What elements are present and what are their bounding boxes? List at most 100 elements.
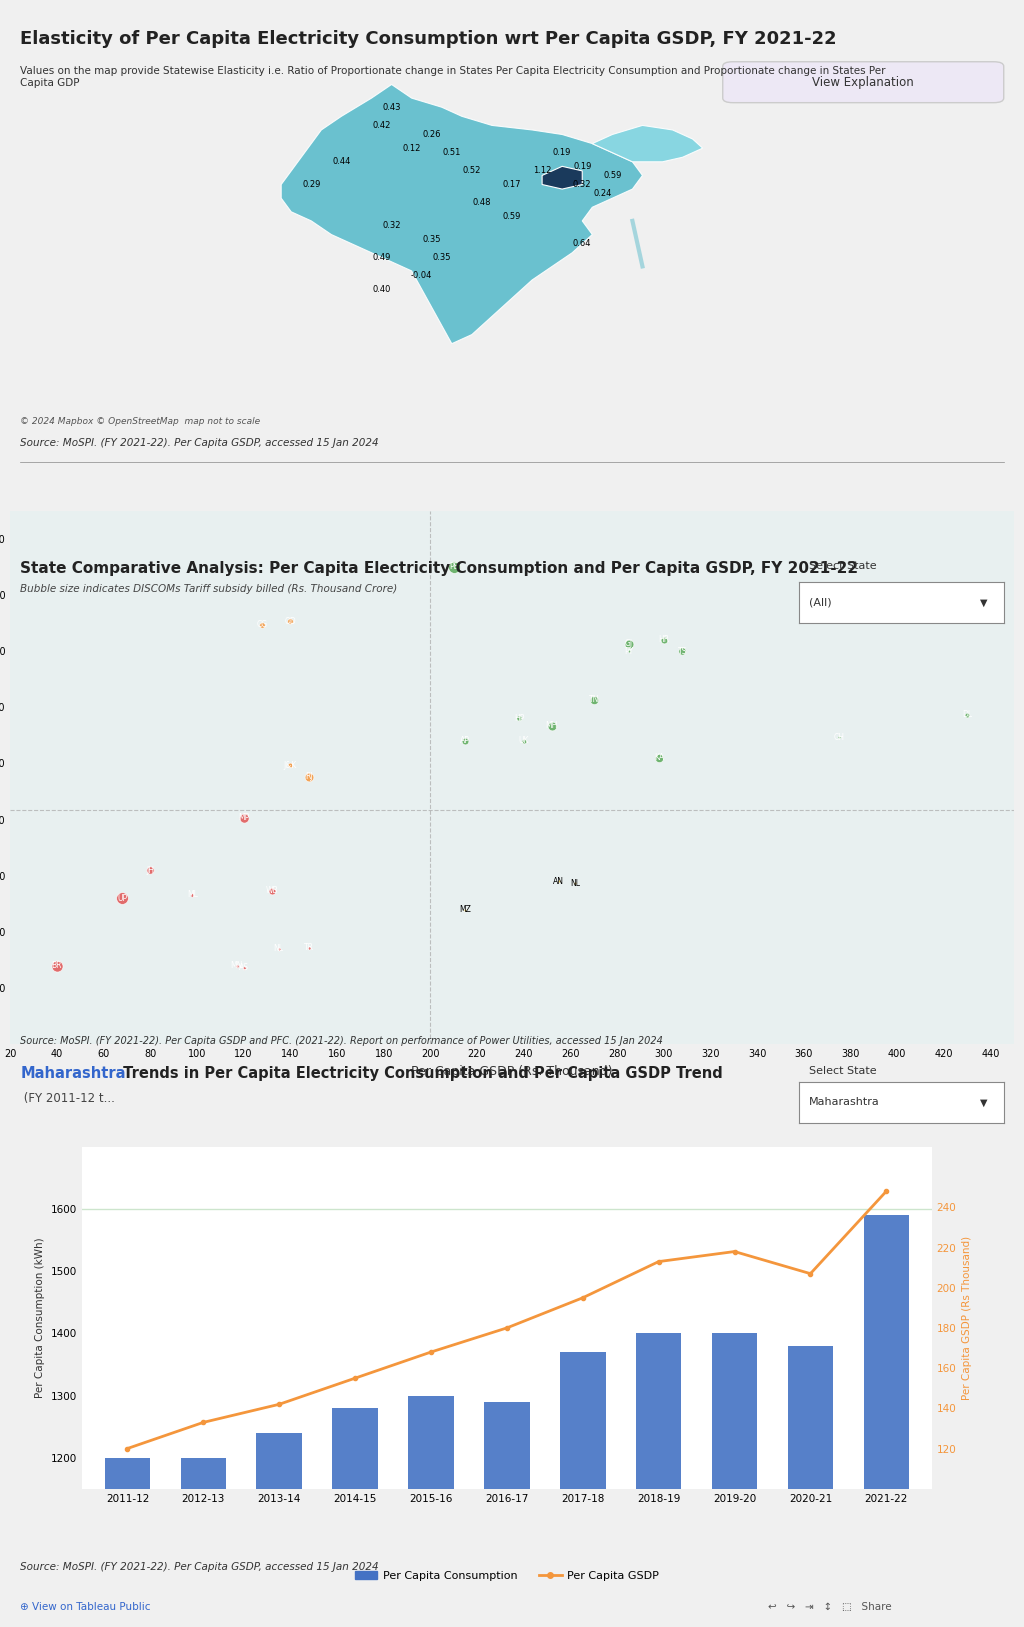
Point (621, 638, 637, 664)
Text: PY: PY (624, 646, 633, 656)
Polygon shape (542, 166, 583, 189)
Bar (787, 1346, 834, 1627)
Text: TN: TN (589, 695, 599, 704)
Point (651, 745, 668, 771)
Text: Select State: Select State (809, 1066, 877, 1075)
Text: Source: MoSPI. (FY 2021-22). Per Capita GSDP, accessed 15 Jan 2024: Source: MoSPI. (FY 2021-22). Per Capita … (20, 1562, 379, 1572)
Text: (FY 2011-12 t...: (FY 2011-12 t... (20, 1092, 116, 1105)
Text: TS: TS (678, 646, 687, 656)
Text: BR: BR (51, 962, 62, 970)
Point (674, 638, 690, 664)
Point (457, 896, 473, 923)
Text: 0.32: 0.32 (573, 181, 592, 189)
Text: 0.17: 0.17 (503, 181, 521, 189)
Text: 0.59: 0.59 (603, 171, 622, 181)
Text: Maharashtra: Maharashtra (20, 1066, 126, 1080)
Text: (All): (All) (809, 597, 831, 608)
Text: Source: MoSPI. (FY 2021-22). Per Capita GSDP, accessed 15 Jan 2024: Source: MoSPI. (FY 2021-22). Per Capita … (20, 438, 379, 449)
Polygon shape (282, 85, 642, 343)
Text: ▼: ▼ (980, 1097, 987, 1108)
Text: TR: TR (304, 944, 314, 952)
Text: 0.44: 0.44 (332, 158, 350, 166)
Legend: Per Capita Consumption, Per Capita GSDP: Per Capita Consumption, Per Capita GSDP (350, 1567, 664, 1586)
Point (282, 608, 298, 635)
Text: 0.29: 0.29 (302, 181, 321, 189)
Text: Select State: Select State (809, 561, 877, 571)
Point (457, 727, 473, 753)
Point (254, 612, 270, 638)
Text: State Comparative Analysis: Per Capita Electricity Consumption and Per Capita GS: State Comparative Analysis: Per Capita E… (20, 561, 858, 576)
FancyBboxPatch shape (723, 62, 1004, 103)
Y-axis label: Per Capita GSDP (Rs Thousand): Per Capita GSDP (Rs Thousand) (962, 1237, 972, 1399)
Point (301, 936, 317, 962)
Bar (256, 1433, 302, 1627)
Point (142, 857, 159, 883)
Text: MP: MP (238, 814, 249, 822)
Text: 0.12: 0.12 (402, 143, 421, 153)
Bar (104, 1458, 151, 1627)
Text: JH: JH (146, 866, 155, 875)
Point (270, 936, 287, 962)
Point (511, 706, 527, 732)
Legend: High Per Capita Consumption and High Per Capita GS..., Low Per Capita Consumptio: High Per Capita Consumption and High Per… (211, 1178, 813, 1210)
Text: Source: MoSPI. (FY 2021-22). Per Capita GSDP and PFC. (2021-22). Report on perfo: Source: MoSPI. (FY 2021-22). Per Capita … (20, 1036, 664, 1046)
Text: 0.49: 0.49 (373, 252, 391, 262)
Text: 0.40: 0.40 (373, 285, 391, 293)
Point (567, 870, 584, 896)
Text: 0.59: 0.59 (503, 212, 521, 221)
Bar (180, 1458, 226, 1627)
Text: Values on the map provide Statewise Elasticity i.e. Ratio of Proportionate chang: Values on the map provide Statewise Elas… (20, 67, 886, 88)
Text: 0.43: 0.43 (382, 103, 400, 112)
Text: HR: HR (658, 635, 670, 644)
Point (586, 687, 602, 713)
Point (544, 713, 560, 739)
Text: 0.19: 0.19 (553, 148, 571, 158)
Bar (863, 1215, 909, 1627)
Point (830, 724, 847, 750)
Text: RJ: RJ (305, 773, 312, 781)
Text: AP: AP (461, 737, 470, 745)
Point (184, 882, 201, 908)
Text: UK: UK (518, 737, 529, 745)
Point (228, 953, 245, 979)
Text: UP: UP (117, 893, 127, 903)
Text: ML: ML (186, 890, 198, 900)
Text: Trends in Per Capita Electricity Consumption and Per Capita GSDP Trend: Trends in Per Capita Electricity Consump… (118, 1066, 723, 1080)
Point (301, 763, 317, 789)
Polygon shape (592, 125, 702, 161)
Point (49, 953, 66, 979)
Text: MN: MN (230, 962, 243, 970)
Text: 0.24: 0.24 (593, 189, 611, 198)
Text: 0.42: 0.42 (373, 120, 391, 130)
Text: Elasticity of Per Capita Electricity Consumption wrt Per Capita GSDP, FY 2021-22: Elasticity of Per Capita Electricity Con… (20, 29, 837, 47)
Text: 0.64: 0.64 (573, 239, 592, 249)
Text: CH: CH (834, 732, 844, 742)
Text: GJ: GJ (625, 639, 633, 648)
Bar (484, 1402, 529, 1627)
Point (445, 553, 462, 579)
Text: DL: DL (962, 711, 972, 719)
Text: J&K: J&K (284, 761, 297, 770)
Text: ↩   ↪   ⇥   ↕   ⬚   Share: ↩ ↪ ⇥ ↕ ⬚ Share (768, 1601, 892, 1612)
Text: 0.48: 0.48 (473, 198, 492, 207)
Point (236, 805, 252, 831)
Text: 0.32: 0.32 (382, 221, 400, 229)
Y-axis label: Per Capita Consumption (kWh): Per Capita Consumption (kWh) (35, 1238, 45, 1398)
Text: MZ: MZ (460, 905, 471, 914)
Text: View Explanation: View Explanation (812, 76, 914, 89)
Text: WB: WB (265, 887, 278, 895)
Bar (333, 1407, 378, 1627)
Text: AS: AS (239, 963, 249, 971)
Text: PB: PB (449, 563, 459, 571)
Point (114, 885, 130, 911)
Text: NL: NL (570, 879, 580, 888)
Text: MH: MH (546, 721, 558, 731)
Text: ⊕ View on Tableau Public: ⊕ View on Tableau Public (20, 1601, 151, 1612)
Point (236, 955, 252, 981)
Text: 0.19: 0.19 (573, 161, 592, 171)
Point (655, 626, 672, 652)
Text: AN: AN (553, 877, 564, 887)
Point (621, 631, 637, 657)
Text: HP: HP (514, 714, 524, 722)
Text: CG: CG (257, 620, 268, 630)
